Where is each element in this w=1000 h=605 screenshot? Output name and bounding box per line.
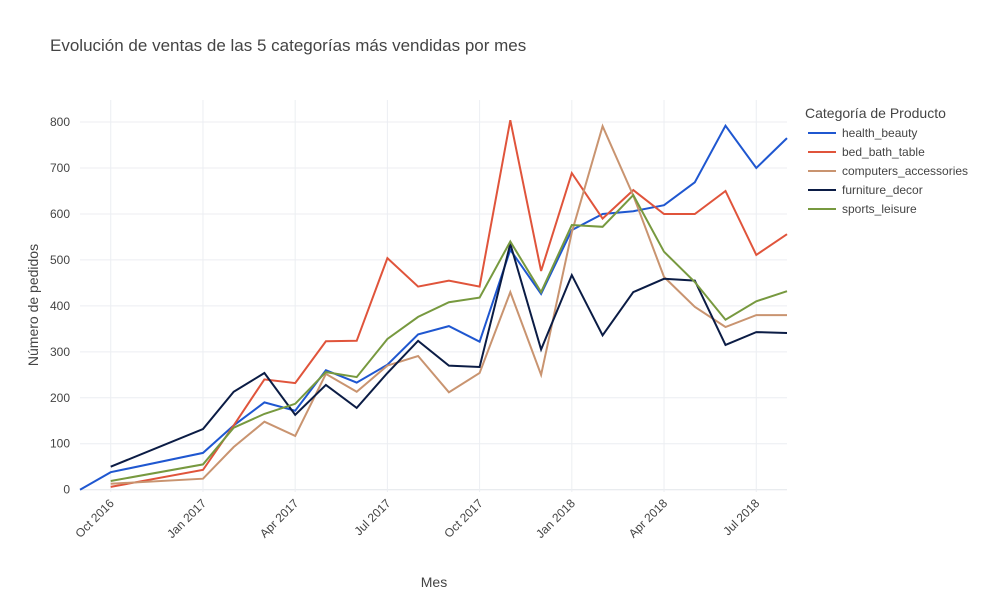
y-tick-label: 200 [50,391,70,405]
x-tick-label: Jan 2017 [164,496,209,541]
legend-label: computers_accessories [842,164,968,178]
series-line [110,239,788,468]
y-tick-label: 800 [50,115,70,129]
y-tick-label: 700 [50,161,70,175]
legend-title: Categoría de Producto [805,105,946,121]
series-line [110,193,788,482]
x-axis-title: Mes [421,574,447,590]
series-line [110,123,787,485]
x-tick-label: Oct 2017 [441,496,486,541]
x-tick-label: Jul 2017 [352,496,394,538]
x-tick-label: Apr 2017 [257,496,302,541]
y-tick-label: 400 [50,299,70,313]
y-axis-title: Número de pedidos [25,244,41,366]
x-tick-label: Jul 2018 [720,496,762,538]
legend-label: health_beauty [842,126,917,140]
legend-label: sports_leisure [842,202,917,216]
legend-label: bed_bath_table [842,145,925,159]
y-tick-label: 600 [50,207,70,221]
legend-label: furniture_decor [842,183,923,197]
chart-title: Evolución de ventas de las 5 categorías … [50,36,526,55]
y-tick-label: 300 [50,345,70,359]
series-line [79,123,788,491]
series-line [110,119,788,488]
x-tick-label: Apr 2018 [626,496,671,541]
x-tick-label: Oct 2016 [73,496,118,541]
x-tick-label: Jan 2018 [533,496,578,541]
y-tick-label: 500 [50,253,70,267]
y-tick-label: 100 [50,437,70,451]
y-tick-label: 0 [63,483,70,497]
